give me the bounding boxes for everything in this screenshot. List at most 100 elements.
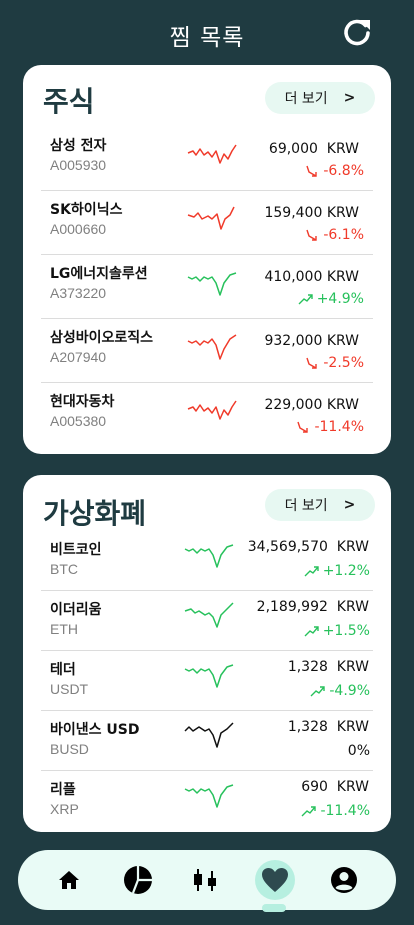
list-item[interactable]: 삼성바이오로직스 A207940 932,000 KRW -2.5% xyxy=(41,319,373,383)
change-value: +1.5% xyxy=(322,623,370,639)
sparkline-chart xyxy=(184,784,234,808)
item-name: 바이낸스 USD xyxy=(50,722,140,738)
item-code: USDT xyxy=(50,681,89,697)
change-value: +1.2% xyxy=(322,563,370,579)
nav-home[interactable] xyxy=(52,863,86,897)
app-header: 찜 목록 xyxy=(0,0,414,64)
nav-profile[interactable] xyxy=(327,863,361,897)
crypto-card: 가상화폐 더 보기 > 비트코인 BTC 34,569,570 KRW +1.2% 이더… xyxy=(23,475,391,832)
item-code: ETH xyxy=(50,621,78,637)
change-value: +4.9% xyxy=(316,291,364,307)
sparkline-chart xyxy=(184,544,234,568)
item-change: -11.4% xyxy=(295,419,364,435)
item-name: 삼성바이오로직스 xyxy=(50,330,154,346)
item-price: 932,000 KRW xyxy=(264,333,359,349)
item-name: 테더 xyxy=(50,662,76,678)
item-name: 이더리움 xyxy=(50,602,102,618)
change-value: -6.1% xyxy=(323,227,364,243)
item-change: -2.5% xyxy=(304,355,364,371)
trend-up-icon xyxy=(304,566,319,577)
nav-portfolio[interactable] xyxy=(121,863,155,897)
change-value: 0% xyxy=(347,743,370,759)
list-item[interactable]: 테더 USDT 1,328 KRW -4.9% xyxy=(41,651,373,711)
heart-icon xyxy=(262,868,288,892)
nav-watchlist[interactable] xyxy=(255,860,295,900)
list-item[interactable]: LG에너지솔루션 A373220 410,000 KRW +4.9% xyxy=(41,255,373,319)
crypto-title: 가상화폐 xyxy=(43,497,147,530)
trend-down-icon xyxy=(297,421,309,433)
item-name: 비트코인 xyxy=(50,542,102,558)
stocks-title: 주식 xyxy=(43,85,95,118)
item-change: +1.5% xyxy=(304,623,370,639)
crypto-list: 비트코인 BTC 34,569,570 KRW +1.2% 이더리움 ETH 2,189,9… xyxy=(41,531,373,831)
list-item[interactable]: 이더리움 ETH 2,189,992 KRW +1.5% xyxy=(41,591,373,651)
item-code: A373220 xyxy=(50,285,107,301)
list-item[interactable]: 현대자동차 A005380 229,000 KRW -11.4% xyxy=(41,383,373,447)
list-item[interactable]: 바이낸스 USD BUSD 1,328 KRW 0% xyxy=(41,711,373,771)
sparkline-chart xyxy=(187,144,237,164)
item-code: BTC xyxy=(50,561,78,577)
trend-up-icon xyxy=(310,686,326,697)
item-price: 69,000 KRW xyxy=(268,141,359,157)
item-price: 2,189,992 KRW xyxy=(256,599,369,615)
item-name: 삼성 전자 xyxy=(50,138,107,154)
trend-down-icon xyxy=(306,357,318,369)
item-code: A207940 xyxy=(50,349,107,365)
stocks-more-button[interactable]: 더 보기 > xyxy=(265,82,375,114)
list-item[interactable]: SK하이닉스 A000660 159,400 KRW -6.1% xyxy=(41,191,373,255)
item-name: LG에너지솔루션 xyxy=(50,266,148,282)
list-item[interactable]: 리플 XRP 690 KRW -11.4% xyxy=(41,771,373,831)
trend-up-icon xyxy=(304,626,319,637)
item-change: 0% xyxy=(348,743,370,759)
sparkline-chart xyxy=(187,206,235,230)
item-change: -6.1% xyxy=(304,227,364,243)
change-value: -2.5% xyxy=(323,355,364,371)
list-item[interactable]: 비트코인 BTC 34,569,570 KRW +1.2% xyxy=(41,531,373,591)
crypto-more-button[interactable]: 더 보기 > xyxy=(265,489,375,521)
item-code: A005380 xyxy=(50,413,107,429)
sparkline-chart xyxy=(187,272,237,296)
refresh-icon[interactable] xyxy=(340,16,374,50)
item-price: 229,000 KRW xyxy=(264,397,359,413)
item-price: 410,000 KRW xyxy=(264,269,359,285)
trend-down-icon xyxy=(306,229,318,241)
sparkline-chart xyxy=(184,722,234,748)
sparkline-chart xyxy=(184,602,234,628)
item-change: +1.2% xyxy=(304,563,370,579)
more-label: 더 보기 xyxy=(284,91,328,107)
home-icon xyxy=(59,871,79,889)
item-name: SK하이닉스 xyxy=(50,202,123,218)
item-change: -11.4% xyxy=(301,803,370,819)
change-value: -11.4% xyxy=(314,419,364,435)
list-item[interactable]: 삼성 전자 A005930 69,000 KRW -6.8% xyxy=(41,127,373,191)
trend-up-icon xyxy=(301,806,317,817)
page-title: 찜 목록 xyxy=(169,25,245,51)
item-code: A000660 xyxy=(50,221,107,237)
more-label: 더 보기 xyxy=(284,498,328,514)
item-price: 690 KRW xyxy=(301,779,369,795)
change-value: -11.4% xyxy=(320,803,370,819)
chevron-right-icon: > xyxy=(343,497,356,513)
active-indicator xyxy=(262,904,286,912)
candlestick-icon xyxy=(194,869,216,891)
sparkline-chart xyxy=(187,334,237,360)
nav-chart[interactable] xyxy=(189,863,223,897)
item-name: 리플 xyxy=(50,782,76,798)
user-icon xyxy=(331,867,357,893)
item-change: -4.9% xyxy=(310,683,370,699)
stocks-card: 주식 더 보기 > 삼성 전자 A005930 69,000 KRW -6.8% SK하… xyxy=(23,65,391,454)
bottom-navbar xyxy=(18,850,396,912)
pie-chart-icon xyxy=(124,866,152,894)
item-code: A005930 xyxy=(50,157,107,173)
item-price: 1,328 KRW xyxy=(287,719,369,735)
trend-down-icon xyxy=(306,165,318,177)
stocks-list: 삼성 전자 A005930 69,000 KRW -6.8% SK하이닉스 A000660… xyxy=(41,127,373,447)
sparkline-chart xyxy=(184,664,234,688)
item-code: BUSD xyxy=(50,741,89,757)
item-name: 현대자동차 xyxy=(50,394,115,410)
chevron-right-icon: > xyxy=(343,90,356,106)
item-code: XRP xyxy=(50,801,79,817)
sparkline-chart xyxy=(187,400,237,420)
item-price: 1,328 KRW xyxy=(287,659,369,675)
item-price: 159,400 KRW xyxy=(264,205,359,221)
